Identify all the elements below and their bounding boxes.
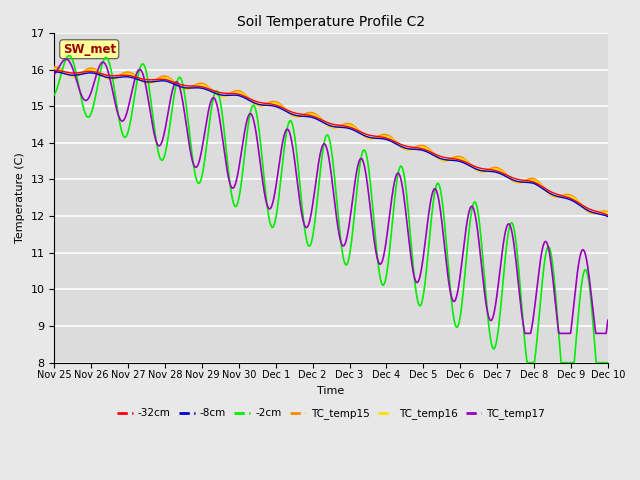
Title: Soil Temperature Profile C2: Soil Temperature Profile C2 (237, 15, 425, 29)
Legend: -32cm, -8cm, -2cm, TC_temp15, TC_temp16, TC_temp17: -32cm, -8cm, -2cm, TC_temp15, TC_temp16,… (113, 404, 549, 423)
Text: SW_met: SW_met (63, 43, 116, 56)
Y-axis label: Temperature (C): Temperature (C) (15, 153, 25, 243)
X-axis label: Time: Time (317, 386, 345, 396)
